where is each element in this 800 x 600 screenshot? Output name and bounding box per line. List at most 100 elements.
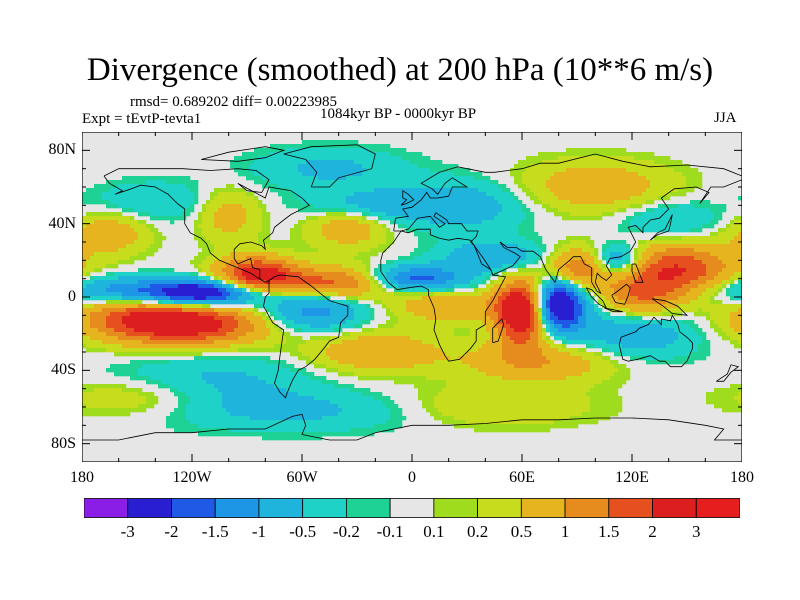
field-cell bbox=[370, 228, 375, 233]
field-cell bbox=[682, 244, 687, 249]
field-cell bbox=[482, 252, 487, 257]
field-cell bbox=[346, 188, 351, 193]
field-cell bbox=[330, 196, 335, 201]
field-cell bbox=[706, 292, 711, 297]
field-cell bbox=[266, 220, 271, 225]
field-cell bbox=[562, 184, 567, 189]
field-cell bbox=[526, 168, 531, 173]
field-cell bbox=[122, 260, 127, 265]
field-cell bbox=[242, 152, 247, 157]
field-cell bbox=[346, 248, 351, 253]
field-cell bbox=[458, 284, 463, 289]
field-cell bbox=[526, 156, 531, 161]
field-cell bbox=[206, 220, 211, 225]
field-cell bbox=[234, 160, 239, 165]
field-cell bbox=[646, 264, 651, 269]
field-cell bbox=[578, 260, 583, 265]
field-cell bbox=[350, 240, 355, 245]
field-cell bbox=[426, 160, 431, 165]
field-cell bbox=[306, 140, 311, 145]
field-cell bbox=[422, 256, 427, 261]
field-cell bbox=[394, 264, 399, 269]
field-cell bbox=[586, 180, 591, 185]
field-cell bbox=[410, 188, 415, 193]
field-cell bbox=[386, 276, 391, 281]
field-cell bbox=[158, 216, 163, 221]
field-cell bbox=[266, 184, 271, 189]
field-cell bbox=[402, 276, 407, 281]
field-cell bbox=[574, 296, 579, 301]
field-cell bbox=[570, 196, 575, 201]
field-cell bbox=[362, 268, 367, 273]
field-cell bbox=[258, 228, 263, 233]
field-cell bbox=[534, 172, 539, 177]
field-cell bbox=[490, 224, 495, 229]
field-cell bbox=[146, 276, 151, 281]
field-cell bbox=[418, 244, 423, 249]
field-cell bbox=[694, 276, 699, 281]
field-cell bbox=[486, 212, 491, 217]
field-cell bbox=[170, 276, 175, 281]
field-cell bbox=[110, 244, 115, 249]
field-cell bbox=[382, 204, 387, 209]
field-cell bbox=[670, 236, 675, 241]
field-cell bbox=[586, 272, 591, 277]
field-cell bbox=[570, 248, 575, 253]
field-cell bbox=[506, 196, 511, 201]
field-cell bbox=[270, 160, 275, 165]
field-cell bbox=[574, 184, 579, 189]
field-cell bbox=[670, 276, 675, 281]
field-cell bbox=[682, 240, 687, 245]
field-cell bbox=[266, 276, 271, 281]
field-cell bbox=[178, 292, 183, 297]
field-cell bbox=[286, 292, 291, 297]
field-cell bbox=[178, 200, 183, 205]
field-cell bbox=[366, 296, 371, 301]
field-cell bbox=[678, 260, 683, 265]
field-cell bbox=[662, 156, 667, 161]
field-cell bbox=[142, 248, 147, 253]
field-cell bbox=[198, 292, 203, 297]
field-cell bbox=[90, 200, 95, 205]
field-cell bbox=[138, 228, 143, 233]
field-cell bbox=[494, 208, 499, 213]
field-cell bbox=[222, 284, 227, 289]
field-cell bbox=[386, 184, 391, 189]
field-cell bbox=[498, 212, 503, 217]
field-cell bbox=[310, 220, 315, 225]
field-cell bbox=[254, 148, 259, 153]
field-cell bbox=[614, 288, 619, 293]
field-cell bbox=[666, 228, 671, 233]
field-cell bbox=[286, 152, 291, 157]
field-cell bbox=[366, 152, 371, 157]
field-cell bbox=[94, 216, 99, 221]
field-cell bbox=[662, 284, 667, 289]
field-cell bbox=[238, 276, 243, 281]
field-cell bbox=[426, 232, 431, 237]
field-cell bbox=[354, 272, 359, 277]
field-cell bbox=[242, 232, 247, 237]
field-cell bbox=[410, 216, 415, 221]
field-cell bbox=[546, 192, 551, 197]
field-cell bbox=[246, 216, 251, 221]
field-cell bbox=[234, 208, 239, 213]
field-cell bbox=[582, 156, 587, 161]
field-cell bbox=[674, 220, 679, 225]
field-cell bbox=[414, 156, 419, 161]
field-cell bbox=[414, 192, 419, 197]
field-cell bbox=[502, 288, 507, 293]
field-cell bbox=[426, 236, 431, 241]
field-cell bbox=[510, 196, 515, 201]
field-cell bbox=[466, 212, 471, 217]
field-cell bbox=[346, 148, 351, 153]
field-cell bbox=[510, 200, 515, 205]
field-cell bbox=[594, 148, 599, 153]
field-cell bbox=[554, 284, 559, 289]
field-cell bbox=[390, 156, 395, 161]
field-cell bbox=[286, 144, 291, 149]
field-cell bbox=[366, 248, 371, 253]
field-cell bbox=[286, 184, 291, 189]
field-cell bbox=[374, 284, 379, 289]
field-cell bbox=[126, 292, 131, 297]
field-cell bbox=[682, 216, 687, 221]
